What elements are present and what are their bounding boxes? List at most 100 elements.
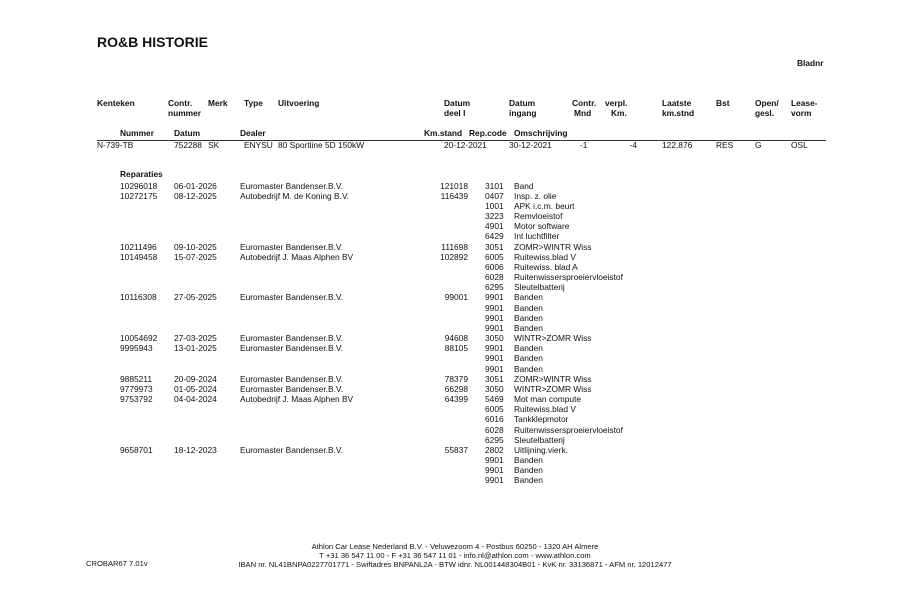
header-laatste: Laatste — [662, 98, 692, 108]
repair-code: 6005 — [485, 251, 504, 262]
type: ENYSU — [244, 140, 273, 150]
repair-code: 9901 — [485, 302, 504, 313]
repair-code: 0407 — [485, 190, 504, 201]
repair-omschrijving: Banden — [514, 312, 543, 323]
header-divider — [97, 140, 826, 141]
repair-datum: 04-04-2024 — [174, 394, 217, 405]
header-deel-i: deel I — [444, 108, 466, 118]
repair-code: 3050 — [485, 333, 504, 344]
repair-code: 5469 — [485, 394, 504, 405]
repair-code: 6295 — [485, 282, 504, 293]
repair-code: 9901 — [485, 343, 504, 354]
repair-omschrijving: Tankklepmotor — [514, 414, 569, 425]
footer-address: Athlon Car Lease Nederland B.V. - Veluwe… — [311, 542, 599, 551]
repair-omschrijving: Ruitenwissersproeiervloeistof — [514, 272, 623, 283]
repair-code: 9901 — [485, 475, 504, 486]
repair-code: 6295 — [485, 434, 504, 445]
footer-version: CROBAR67 7.01v — [86, 559, 148, 568]
uitvoering: 80 Sportline 5D 150kW — [278, 140, 365, 150]
repair-code: 3050 — [485, 383, 504, 394]
repair-nummer: 9779973 — [120, 383, 153, 394]
verpl-km: -4 — [629, 140, 637, 150]
subheader-kmstand: Km.stand — [424, 128, 463, 138]
repair-datum: 27-03-2025 — [174, 333, 217, 344]
repair-omschrijving: Remvloeistof — [514, 211, 563, 221]
repair-code: 9901 — [485, 292, 504, 303]
repair-kmstand: 116439 — [440, 190, 468, 201]
repair-datum: 27-05-2025 — [174, 292, 217, 303]
repair-nummer: 10116308 — [120, 292, 157, 303]
page-number-label: Bladnr — [797, 58, 824, 68]
repair-omschrijving: ZOMR>WINTR Wiss — [514, 373, 592, 384]
repair-dealer: Euromaster Bandenser.B.V. — [240, 333, 344, 344]
header-vorm: vorm — [791, 108, 812, 118]
leasevorm: OSL — [791, 140, 808, 150]
repair-datum: 13-01-2025 — [174, 343, 217, 354]
repair-dealer: Autobedrijf J. Maas Alphen BV — [240, 394, 354, 405]
repair-kmstand: 55837 — [444, 444, 468, 455]
repair-datum: 08-12-2025 — [174, 190, 217, 201]
header-bst: Bst — [716, 98, 730, 108]
repair-nummer: 10272175 — [120, 190, 158, 201]
repair-kmstand: 88105 — [444, 343, 468, 354]
repair-omschrijving: Sleutelbatterij — [514, 434, 565, 445]
repair-omschrijving: Banden — [514, 353, 543, 364]
repair-dealer: Euromaster Bandenser.B.V. — [240, 444, 344, 455]
repair-omschrijving: Ruitewiss. blad A — [514, 261, 578, 272]
header-merk: Merk — [208, 98, 228, 108]
repair-code: 6028 — [485, 272, 504, 283]
header-kenteken: Kenteken — [97, 98, 135, 108]
repair-kmstand: 94608 — [444, 333, 468, 344]
repair-kmstand: 111698 — [441, 241, 468, 252]
repair-omschrijving: Banden — [514, 465, 543, 476]
laatste-km: 122.876 — [662, 140, 693, 150]
repair-nummer: 9658701 — [120, 444, 153, 455]
datum-ingang: 30-12-2021 — [509, 140, 552, 150]
footer-contact: T +31 36 547 11 00 - F +31 36 547 11 01 … — [319, 551, 591, 560]
repair-nummer: 10054692 — [120, 333, 158, 344]
repair-datum: 09-10-2025 — [174, 241, 217, 252]
repair-omschrijving: Motor software — [514, 221, 570, 232]
repair-kmstand: 121018 — [440, 180, 468, 191]
repair-omschrijving: Ruitenwissersproeiervloeistof — [514, 424, 623, 435]
repair-nummer: 9753792 — [120, 394, 153, 405]
header-kmstnd: km.stnd — [662, 108, 695, 118]
contr-mnd: -1 — [580, 140, 588, 150]
repair-nummer: 10149458 — [120, 251, 158, 262]
repair-omschrijving: Ruitewiss.blad V — [514, 251, 576, 262]
repair-omschrijving: Sleutelbatterij — [514, 282, 565, 293]
section-reparaties: Reparaties — [120, 169, 163, 179]
repair-dealer: Euromaster Bandenser.B.V. — [240, 180, 344, 191]
repair-omschrijving: WINTR>ZOMR Wiss — [514, 333, 592, 344]
repair-omschrijving: Banden — [514, 292, 543, 303]
repair-omschrijving: Ruitewiss.blad V — [514, 404, 576, 415]
repair-dealer: Autobedrijf M. de Koning B.V. — [240, 190, 350, 201]
repair-code: 6429 — [485, 231, 504, 242]
repair-code: 9901 — [485, 363, 504, 374]
header-lease: Lease- — [791, 98, 818, 108]
subheader-nummer: Nummer — [120, 128, 154, 138]
repair-omschrijving: Banden — [514, 455, 543, 466]
repair-omschrijving: Mot man compute — [514, 394, 582, 405]
repair-code: 3051 — [485, 241, 504, 252]
repair-omschrijving: APK i.c.m. beurt — [514, 200, 575, 211]
repair-kmstand: 102892 — [440, 251, 468, 262]
header-km: Km. — [611, 108, 627, 118]
repair-code: 9901 — [485, 353, 504, 364]
datum-deel-1: 20-12-2021 — [444, 140, 487, 150]
repair-nummer: 9885211 — [120, 373, 152, 384]
subheader-omschrijving: Omschrijving — [514, 128, 568, 138]
contract-nummer: 752288 — [174, 140, 202, 150]
header-uitvoering: Uitvoering — [278, 98, 320, 108]
repair-code: 2802 — [485, 444, 504, 455]
header-datum-deel: Datum — [444, 98, 471, 108]
repair-omschrijving: Banden — [514, 343, 543, 354]
repair-code: 3223 — [485, 211, 504, 221]
repair-datum: 18-12-2023 — [174, 444, 217, 455]
header-gesl: gesl. — [755, 108, 775, 118]
repair-code: 9901 — [485, 322, 504, 333]
repair-datum: 06-01-2026 — [174, 180, 217, 191]
page-title: RO&B HISTORIE — [97, 34, 208, 50]
repair-code: 9901 — [485, 312, 504, 323]
repair-omschrijving: Banden — [514, 363, 543, 374]
